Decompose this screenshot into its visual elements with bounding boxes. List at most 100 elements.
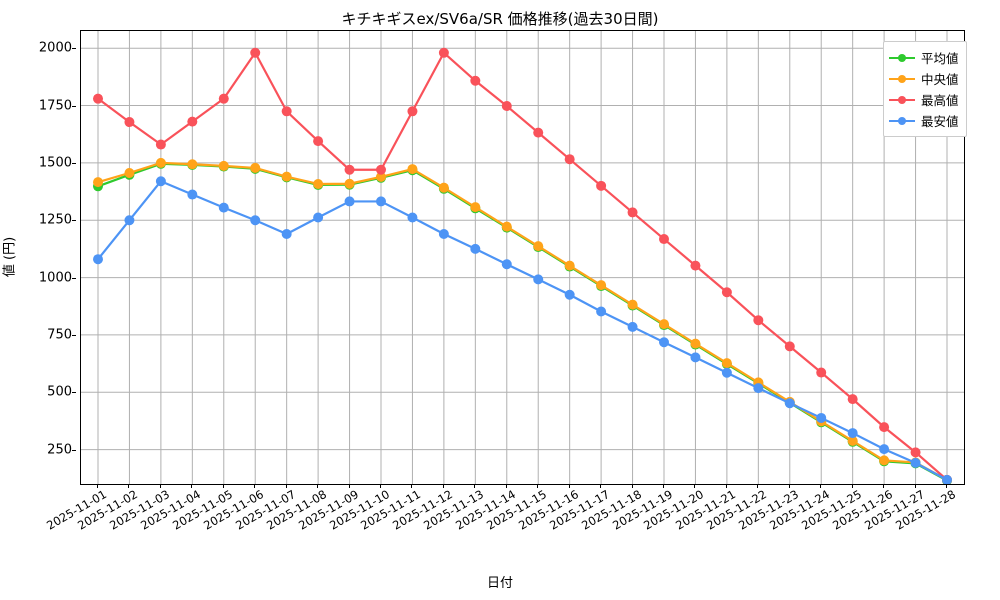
x-tick-mark	[631, 484, 633, 488]
data-point	[376, 164, 386, 175]
x-tick-mark	[694, 484, 696, 488]
data-point	[721, 367, 732, 378]
legend-swatch-icon	[889, 114, 915, 128]
data-point	[313, 178, 324, 189]
legend-swatch-icon	[889, 51, 915, 65]
y-tick-mark	[72, 449, 76, 451]
data-point	[879, 444, 890, 455]
data-point	[124, 215, 135, 226]
data-point	[93, 177, 103, 188]
x-tick-mark	[348, 484, 350, 488]
plot-area	[80, 30, 965, 485]
y-tick-label: 250	[47, 442, 72, 458]
y-tick-mark	[72, 105, 76, 107]
data-point	[847, 428, 858, 439]
data-point	[250, 47, 261, 58]
x-tick-mark	[380, 484, 381, 488]
y-tick-mark	[72, 334, 76, 336]
y-tick-mark	[72, 220, 76, 222]
data-point	[281, 106, 292, 117]
y-tick-label: 1500	[38, 155, 72, 171]
x-tick-mark	[317, 484, 319, 488]
x-tick-mark	[851, 484, 853, 488]
data-point	[596, 306, 607, 317]
legend-item-1[interactable]: 中央値	[889, 68, 959, 89]
series-line	[96, 180, 949, 481]
data-point	[659, 337, 669, 348]
legend-item-2[interactable]: 最高値	[889, 89, 959, 110]
data-point	[187, 159, 198, 170]
data-point	[155, 176, 166, 187]
data-point	[281, 228, 292, 239]
data-point	[816, 367, 827, 378]
data-point	[218, 160, 229, 171]
data-point	[344, 196, 355, 207]
x-tick-mark	[442, 484, 444, 488]
data-point	[533, 274, 544, 285]
data-point	[218, 93, 229, 104]
data-point	[313, 136, 324, 147]
data-point	[501, 221, 512, 232]
data-point	[784, 398, 795, 409]
data-point	[721, 358, 732, 369]
data-point	[470, 75, 481, 86]
data-point	[407, 212, 418, 223]
x-tick-mark	[97, 484, 98, 488]
data-point	[690, 352, 701, 363]
data-point	[218, 202, 229, 213]
x-tick-mark	[222, 484, 224, 488]
data-point	[690, 260, 701, 271]
y-tick-label: 1750	[38, 98, 72, 114]
data-point	[501, 259, 512, 270]
legend-label: 最高値	[921, 93, 959, 108]
legend-label: 平均値	[921, 51, 959, 66]
data-point	[910, 447, 921, 458]
legend-item-3[interactable]: 最安値	[889, 110, 959, 131]
x-tick-mark	[820, 484, 822, 488]
x-tick-mark	[159, 484, 161, 488]
x-tick-mark	[411, 484, 413, 488]
data-point	[533, 241, 544, 252]
y-tick-mark	[72, 277, 76, 279]
x-tick-mark	[788, 484, 790, 488]
data-point	[344, 164, 355, 175]
legend-swatch-icon	[889, 93, 915, 107]
data-point	[879, 422, 890, 433]
data-point	[910, 457, 921, 468]
legend-marker-icon	[898, 54, 906, 62]
y-axis-ticks: 250 500 750 1000 1250 1500 1750 2000	[0, 30, 76, 485]
series-line	[96, 51, 949, 481]
data-point	[847, 435, 858, 446]
x-tick-mark	[254, 484, 256, 488]
x-tick-mark	[663, 484, 664, 488]
x-tick-mark	[914, 484, 916, 488]
legend-label: 最安値	[921, 114, 959, 129]
data-point	[124, 167, 135, 178]
x-tick-mark	[128, 484, 130, 488]
y-tick-mark	[72, 48, 76, 50]
data-point	[596, 180, 607, 191]
data-point	[407, 164, 418, 175]
data-point	[438, 228, 449, 239]
data-point	[470, 243, 481, 254]
data-point	[753, 383, 764, 394]
series-2	[93, 47, 952, 484]
plot-svg	[81, 31, 964, 484]
data-point	[438, 47, 449, 58]
legend-marker-icon	[898, 96, 906, 104]
x-axis-label: 日付	[486, 576, 513, 591]
y-tick-label: 500	[47, 384, 72, 400]
data-point	[564, 289, 575, 300]
series-layer	[93, 47, 952, 484]
legend-item-0[interactable]: 平均値	[889, 47, 959, 68]
x-tick-mark	[537, 484, 539, 488]
data-point	[627, 207, 638, 218]
data-point	[155, 157, 166, 168]
data-point	[155, 139, 166, 150]
data-point	[564, 260, 575, 271]
x-tick-mark	[474, 484, 476, 488]
x-tick-mark	[191, 484, 193, 488]
data-point	[187, 116, 198, 127]
data-point	[93, 254, 103, 265]
